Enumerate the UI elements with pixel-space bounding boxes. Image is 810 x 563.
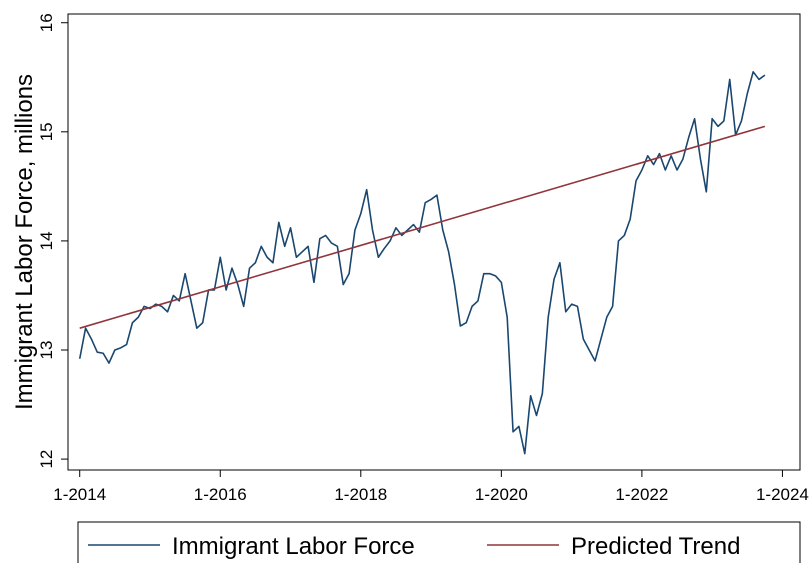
series-line	[78, 71, 766, 455]
y-axis-label: Immigrant Labor Force, millions	[11, 74, 38, 410]
legend-box	[77, 521, 801, 563]
x-tick-label: 1-2018	[334, 485, 387, 504]
legend-label: Immigrant Labor Force	[172, 533, 415, 560]
y-tick-label: 13	[37, 341, 56, 360]
y-tick-label: 15	[37, 122, 56, 141]
x-tick-label: 1-2020	[475, 485, 528, 504]
y-tick-label: 12	[37, 450, 56, 469]
y-tick-label: 14	[37, 231, 56, 250]
plot-frame	[67, 13, 801, 471]
legend-label: Predicted Trend	[571, 533, 740, 560]
x-tick-label: 1-2014	[53, 485, 106, 504]
x-tick-label: 1-2024	[756, 485, 809, 504]
x-tick-label: 1-2016	[194, 485, 247, 504]
x-tick-label: 1-2022	[615, 485, 668, 504]
series-line	[79, 125, 766, 329]
y-tick-label: 16	[37, 13, 56, 32]
